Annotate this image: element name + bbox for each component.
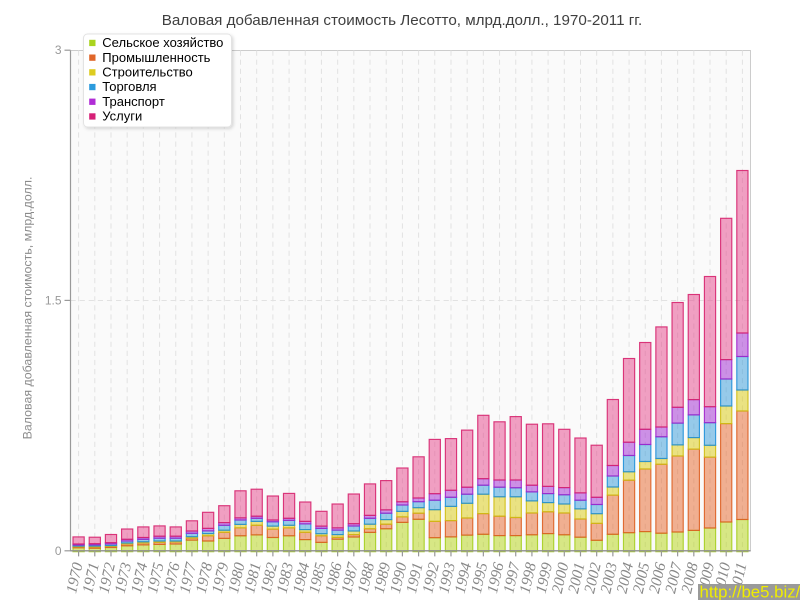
svg-text:Строительство: Строительство [102,65,192,80]
svg-text:3: 3 [55,43,62,57]
svg-text:0: 0 [55,544,62,558]
svg-text:Торговля: Торговля [102,79,156,94]
svg-text:Валовая добавленная стоимость,: Валовая добавленная стоимость, млрд.долл… [21,177,35,440]
svg-text:Валовая добавленная стоимость: Валовая добавленная стоимость Лесотто, м… [162,12,642,29]
svg-text:Услуги: Услуги [102,109,142,124]
svg-text:1.5: 1.5 [45,293,62,307]
svg-text:Сельское хозяйство: Сельское хозяйство [102,35,223,50]
svg-text:Промышленность: Промышленность [102,50,210,65]
svg-text:http://be5.biz/: http://be5.biz/ [700,583,800,601]
svg-text:Транспорт: Транспорт [102,94,165,109]
